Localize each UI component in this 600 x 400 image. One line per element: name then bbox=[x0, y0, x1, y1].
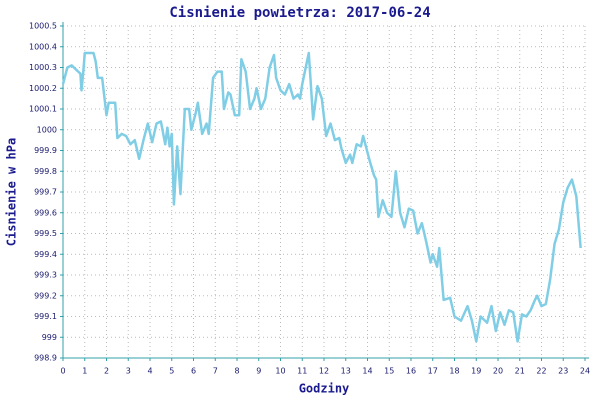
x-tick-label: 13 bbox=[341, 367, 351, 376]
y-tick-label: 999.7 bbox=[34, 188, 57, 197]
x-tick-label: 12 bbox=[319, 367, 329, 376]
x-tick-label: 3 bbox=[126, 367, 131, 376]
x-tick-label: 21 bbox=[515, 367, 525, 376]
x-tick-label: 6 bbox=[191, 367, 196, 376]
x-tick-label: 8 bbox=[234, 367, 239, 376]
x-tick-label: 24 bbox=[580, 367, 590, 376]
y-tick-label: 1000 bbox=[37, 125, 57, 134]
x-tick-label: 0 bbox=[60, 367, 65, 376]
x-tick-label: 4 bbox=[147, 367, 152, 376]
y-tick-label: 999.2 bbox=[34, 291, 57, 300]
x-tick-label: 19 bbox=[471, 367, 481, 376]
x-tick-label: 7 bbox=[213, 367, 218, 376]
y-axis-label: Cisnienie w hPa bbox=[5, 138, 19, 246]
y-tick-label: 999 bbox=[42, 333, 57, 342]
y-tick-label: 1000.4 bbox=[29, 42, 57, 51]
y-tick-label: 999.6 bbox=[34, 208, 57, 217]
x-tick-label: 20 bbox=[493, 367, 503, 376]
x-tick-label: 11 bbox=[297, 367, 307, 376]
y-tick-label: 1000.1 bbox=[29, 105, 57, 114]
x-tick-label: 18 bbox=[449, 367, 459, 376]
x-tick-label: 14 bbox=[362, 367, 372, 376]
x-tick-label: 16 bbox=[406, 367, 416, 376]
y-tick-label: 1000.3 bbox=[29, 63, 57, 72]
chart-title: Cisnienie powietrza: 2017-06-24 bbox=[169, 5, 430, 21]
x-axis-label: Godziny bbox=[299, 382, 350, 396]
x-tick-label: 22 bbox=[536, 367, 546, 376]
x-tick-label: 1 bbox=[82, 367, 87, 376]
y-tick-label: 1000.2 bbox=[29, 84, 57, 93]
x-tick-label: 15 bbox=[384, 367, 394, 376]
x-tick-label: 9 bbox=[256, 367, 261, 376]
y-tick-label: 1000.5 bbox=[29, 22, 57, 31]
y-tick-label: 999.1 bbox=[34, 312, 57, 321]
pressure-line bbox=[61, 51, 582, 343]
y-tick-label: 999.3 bbox=[34, 271, 57, 280]
x-tick-label: 2 bbox=[104, 367, 109, 376]
x-tick-label: 17 bbox=[428, 367, 438, 376]
y-tick-label: 999.4 bbox=[34, 250, 57, 259]
x-tick-label: 23 bbox=[558, 367, 568, 376]
y-tick-label: 999.5 bbox=[34, 229, 57, 238]
x-tick-label: 5 bbox=[169, 367, 174, 376]
y-tick-label: 998.9 bbox=[34, 354, 57, 363]
y-tick-label: 999.8 bbox=[34, 167, 57, 176]
y-tick-label: 999.9 bbox=[34, 146, 57, 155]
x-tick-label: 10 bbox=[275, 367, 285, 376]
